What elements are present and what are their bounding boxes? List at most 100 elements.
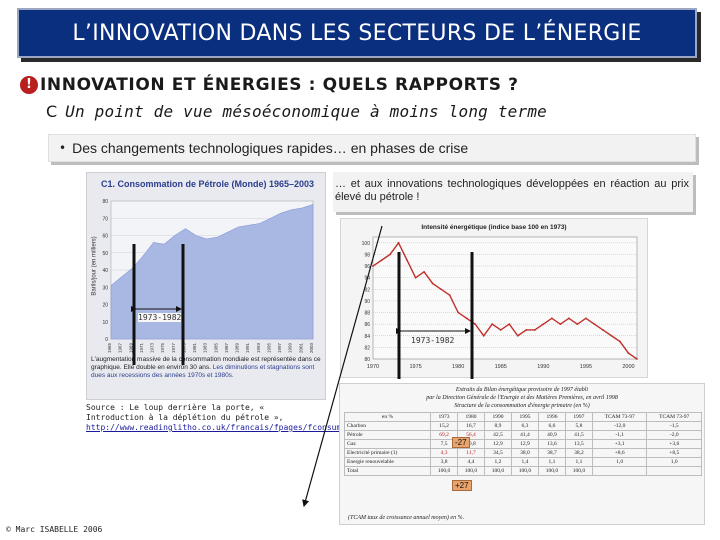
- table-cell: +3,6: [646, 439, 702, 449]
- chart2-y-tick: 84: [364, 334, 370, 340]
- bullet-box: • Des changements technologiques rapides…: [48, 134, 696, 162]
- chart1-x-tick: 1967: [118, 343, 123, 353]
- chart1-title: C1. Consommation de Pétrole (Monde) 1965…: [101, 179, 315, 189]
- chart2-point: [431, 282, 434, 285]
- table-header-cell: 1990: [483, 412, 512, 422]
- table-cell: 6,6: [537, 421, 566, 431]
- table-cell: -1,1: [591, 430, 648, 440]
- exclamation-bullet-icon: !: [20, 76, 38, 94]
- chart1-x-tick: 1983: [203, 343, 208, 353]
- chart1-y-tick: 20: [102, 303, 108, 309]
- chart2-x-tick: 1995: [580, 364, 592, 370]
- energy-intensity-chart: Intensité énergétique (indice base 100 e…: [340, 218, 648, 378]
- chart1-y-tick: 80: [102, 199, 108, 205]
- table-row-label: Energie renouvelable: [343, 457, 432, 467]
- energy-balance-table: Extraits du Bilan énergétique provisoire…: [339, 383, 705, 525]
- chart1-y-tick: 50: [102, 251, 108, 257]
- chart1-x-tick: 1993: [256, 343, 261, 353]
- chart2-point: [474, 323, 477, 326]
- chart2-x-tick: 1970: [367, 364, 379, 370]
- table-row-label: Gaz: [343, 439, 432, 449]
- chart1-x-tick: 1977: [171, 343, 176, 353]
- copyright: © Marc ISABELLE 2006: [6, 525, 103, 534]
- chart2-point: [627, 352, 630, 355]
- chart2-y-tick: 90: [364, 299, 370, 305]
- table-cell: 12,9: [510, 439, 539, 449]
- chart2-point: [525, 329, 528, 331]
- heading-2: C Un point de vue mésoéconomique à moins…: [46, 102, 547, 121]
- table-cell: 41,4: [510, 430, 539, 440]
- chart2-point: [482, 334, 485, 337]
- slide-title: L’INNOVATION DANS LES SECTEURS DE L’ÉNER…: [72, 21, 642, 46]
- table-row-label: Electricité primaire (1): [343, 448, 432, 458]
- chart2-point: [550, 317, 553, 320]
- chart1-y-tick: 60: [102, 234, 108, 240]
- table-caption-1: Extraits du Bilan énergétique provisoire…: [455, 387, 589, 393]
- table-row-label: Charbon: [343, 421, 432, 431]
- table-cell: 40,9: [537, 430, 566, 440]
- chart1-y-tick: 10: [102, 320, 108, 326]
- table-cell: 5,8: [564, 421, 593, 431]
- chart2-point: [380, 259, 383, 262]
- table-cell: +8,6: [591, 448, 648, 458]
- table-cell: 15,2: [430, 421, 458, 431]
- table-cell: 38,7: [537, 448, 566, 458]
- table-cell: 42,5: [483, 430, 512, 440]
- chart2-point: [414, 276, 417, 279]
- source-text: Source : Le loup derrière la porte, « In…: [86, 403, 284, 422]
- chart2-point: [610, 334, 613, 337]
- table-cell: 38,0: [510, 448, 539, 458]
- chart2-point: [508, 323, 511, 326]
- badge-minus-27: -27: [452, 437, 470, 448]
- table-cell: 13,6: [537, 439, 566, 449]
- chart1-x-tick: 1965: [107, 343, 112, 353]
- table-cell: -2,0: [646, 430, 702, 440]
- table-cell: 1,0: [646, 457, 702, 467]
- chart2-point: [593, 323, 596, 326]
- chart1-note-part1: L'augmentation massive de la consommatio…: [91, 356, 321, 371]
- table-cell: -1,5: [646, 421, 702, 431]
- chart1-y-tick: 40: [102, 268, 108, 274]
- table-cell: 13,5: [564, 439, 593, 449]
- chart2-y-tick: 94: [364, 276, 370, 282]
- chart1-x-tick: 1989: [235, 343, 240, 353]
- chart1-x-tick: 1969: [128, 343, 133, 353]
- chart2-point: [516, 334, 519, 337]
- table-cell: 6,3: [510, 421, 539, 431]
- table-cell: 1,1: [564, 457, 593, 467]
- chart2-x-tick: 1990: [537, 364, 549, 370]
- chart2-point: [567, 317, 570, 320]
- chart2-x-tick: 1980: [452, 364, 464, 370]
- table-cell: [591, 466, 648, 476]
- table-caption-2: par la Direction Générale de l'Energie e…: [426, 395, 618, 401]
- table-header-cell: 1995: [510, 412, 539, 422]
- table-header-cell: TCAM 73-97: [646, 412, 702, 422]
- chart2-y-tick: 80: [364, 357, 370, 363]
- chart1-x-tick: 1997: [277, 343, 282, 353]
- table-cell: 34,5: [483, 448, 512, 458]
- chart2-point: [533, 329, 536, 331]
- table-caption-3: Structure de la consommation d'énergie p…: [454, 403, 590, 409]
- table-cell: 4,3: [430, 448, 458, 458]
- table-cell: 16,7: [457, 421, 485, 431]
- table-row: Energie renouvelable 3,8 4,4 1,2 1,4 1,1 1,1 1,…: [343, 457, 702, 467]
- chart2-point: [372, 265, 374, 267]
- source-link[interactable]: http://www.readinglitho.co.uk/francais/f…: [86, 423, 390, 432]
- table-row: Total 100,0 100,0 100,0 100,0 100,0 100,0: [343, 466, 702, 476]
- chart2-point: [636, 358, 638, 360]
- chart2-title: Intensité énergétique (indice base 100 e…: [421, 224, 567, 231]
- period-label-right: 1973-1982: [411, 336, 455, 345]
- chart1-y-tick: 70: [102, 216, 108, 222]
- chart2-y-tick: 100: [362, 241, 371, 247]
- table-header-cell: 1997: [564, 412, 593, 422]
- chart1-x-tick: 1981: [192, 343, 197, 353]
- table-cell: 1,1: [537, 457, 566, 467]
- chart1-x-tick: 2003: [309, 343, 314, 353]
- table-cell: 100,0: [564, 466, 593, 476]
- chart2-point: [542, 323, 545, 326]
- table-row: Charbon 15,2 16,7 8,9 6,3 6,6 5,8 -12,0 -1,5: [343, 421, 702, 431]
- table-row-label: Total: [343, 466, 432, 476]
- chart2-y-tick: 92: [364, 287, 370, 293]
